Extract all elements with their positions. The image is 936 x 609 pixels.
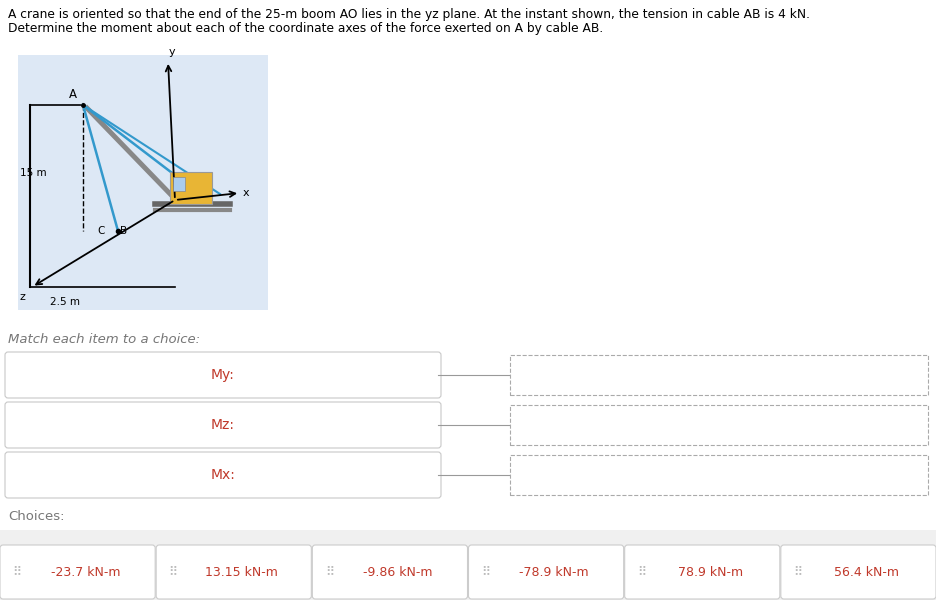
Text: ⠿: ⠿ [12,566,22,579]
Text: z: z [19,292,25,302]
FancyBboxPatch shape [156,545,312,599]
Text: C: C [97,226,105,236]
Text: ⠿: ⠿ [481,566,490,579]
FancyBboxPatch shape [313,545,467,599]
Text: ⠿: ⠿ [637,566,646,579]
FancyBboxPatch shape [18,55,268,310]
FancyBboxPatch shape [624,545,780,599]
FancyBboxPatch shape [173,177,185,191]
Text: x: x [243,188,250,198]
FancyBboxPatch shape [0,530,936,600]
Text: ⠿: ⠿ [325,566,334,579]
Text: My:: My: [211,368,235,382]
Text: ⠿: ⠿ [794,566,802,579]
Text: Mz:: Mz: [211,418,235,432]
FancyBboxPatch shape [510,455,928,495]
Text: ⠿: ⠿ [168,566,178,579]
FancyBboxPatch shape [510,405,928,445]
FancyBboxPatch shape [469,545,623,599]
Text: A crane is oriented so that the end of the 25-m boom AO lies in the yz plane. At: A crane is oriented so that the end of t… [8,8,810,21]
Text: y: y [169,47,176,57]
FancyBboxPatch shape [170,172,212,204]
Text: -78.9 kN-m: -78.9 kN-m [519,566,589,579]
Text: Mx:: Mx: [211,468,236,482]
Text: A: A [69,88,77,101]
Text: -9.86 kN-m: -9.86 kN-m [363,566,432,579]
Text: B: B [120,226,127,236]
Text: 78.9 kN-m: 78.9 kN-m [678,566,743,579]
Text: Match each item to a choice:: Match each item to a choice: [8,333,200,346]
FancyBboxPatch shape [5,402,441,448]
Text: 56.4 kN-m: 56.4 kN-m [834,566,899,579]
Text: 15 m: 15 m [20,168,47,178]
Text: 13.15 kN-m: 13.15 kN-m [205,566,278,579]
FancyBboxPatch shape [5,352,441,398]
Text: Determine the moment about each of the coordinate axes of the force exerted on A: Determine the moment about each of the c… [8,22,603,35]
Text: 2.5 m: 2.5 m [50,297,80,307]
Text: -23.7 kN-m: -23.7 kN-m [51,566,121,579]
Text: Choices:: Choices: [8,510,65,523]
FancyBboxPatch shape [781,545,936,599]
FancyBboxPatch shape [0,545,155,599]
FancyBboxPatch shape [510,355,928,395]
FancyBboxPatch shape [5,452,441,498]
